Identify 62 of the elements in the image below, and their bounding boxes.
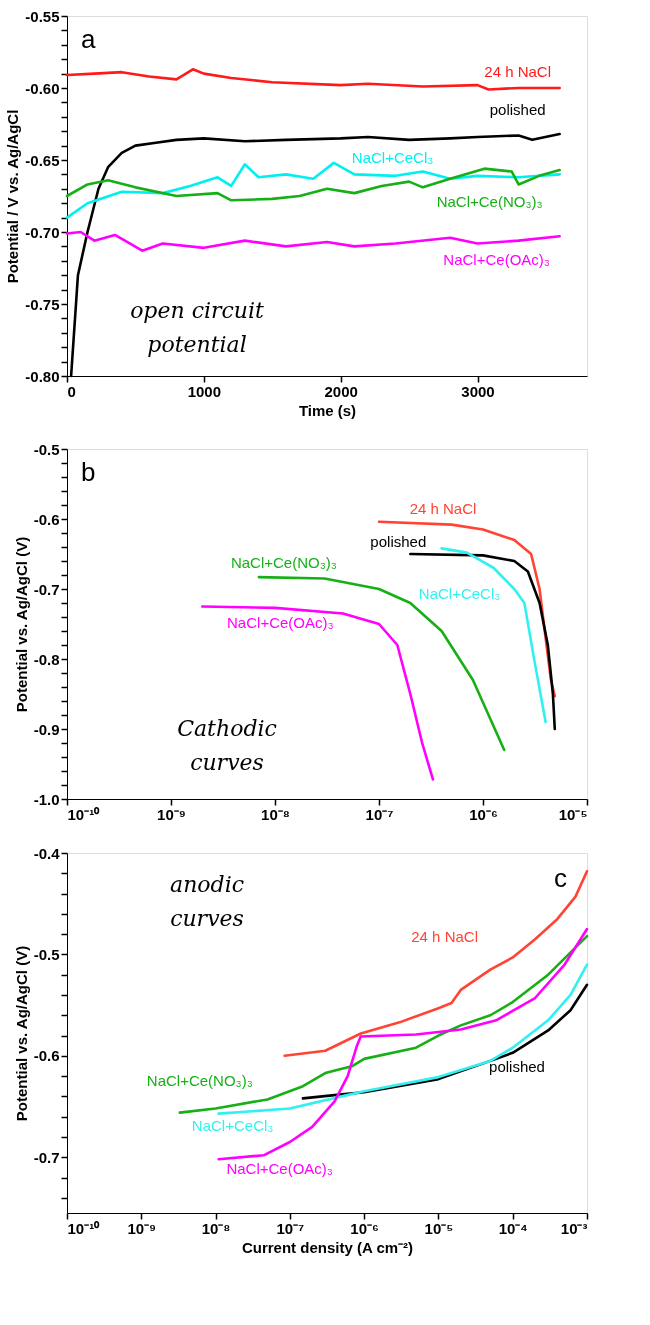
y-axis-title: Potential vs. Ag/AgCl (V)	[12, 945, 30, 1122]
x-tick-label: 2000	[324, 382, 358, 400]
line-series	[65, 230, 561, 253]
series-label: NaCl+Ce(NO₃)₃	[230, 554, 337, 572]
y-tick-label: -0.4	[33, 844, 61, 862]
x-axis-title: Time (s)	[298, 401, 357, 419]
y-tick-label: -0.6	[33, 510, 60, 528]
x-tick-label: 10⁻⁶	[350, 1219, 379, 1237]
y-tick-label: -0.8	[33, 650, 60, 668]
series-label: NaCl+Ce(OAc)₃	[443, 251, 550, 269]
x-tick-label: 10⁻¹⁰	[67, 1219, 101, 1237]
x-tick-label: 10⁻⁹	[127, 1219, 157, 1237]
series-label: 24 h NaCl	[484, 63, 551, 80]
series-label: NaCl+Ce(NO₃)₃	[436, 193, 543, 211]
annotation: a	[81, 24, 96, 54]
x-tick-label: 10⁻⁴	[498, 1219, 528, 1237]
y-tick-label: -0.75	[25, 295, 60, 313]
y-tick-label: -0.65	[25, 151, 60, 169]
series-label: NaCl+CeCl₃	[351, 149, 434, 167]
y-axis-title: Potential vs. Ag/AgCl (V)	[12, 536, 30, 713]
x-tick-label: 10⁻⁹	[157, 805, 186, 823]
annotation: Cathodic curves	[177, 716, 277, 775]
annotation: b	[81, 457, 96, 487]
annotation: anodic curves	[170, 872, 244, 931]
x-tick-label: 10⁻³	[560, 1219, 588, 1237]
x-tick-label: 10⁻⁷	[365, 805, 394, 823]
x-tick-label: 1000	[187, 382, 222, 400]
series-label: NaCl+Ce(OAc)₃	[226, 1160, 333, 1178]
x-tick-label: 10⁻⁷	[276, 1219, 305, 1237]
x-tick-label: 10⁻⁵	[424, 1219, 454, 1237]
annotation: c	[554, 863, 567, 893]
x-tick-label: 10⁻⁸	[261, 805, 290, 823]
x-tick-label: 10⁻⁶	[469, 805, 498, 823]
annotation: open circuit potential	[130, 298, 265, 357]
series-label: NaCl+Ce(OAc)₃	[227, 613, 334, 631]
series-label: NaCl+Ce(NO₃)₃	[146, 1071, 253, 1089]
x-axis-title: Current density (A cm⁻²)	[241, 1238, 414, 1256]
x-tick-label: 10⁻⁵	[558, 805, 588, 823]
series-label: 24 h NaCl	[411, 927, 478, 945]
y-tick-label: -0.9	[33, 720, 60, 738]
y-tick-label: -0.55	[25, 7, 60, 25]
x-tick-label: 10⁻¹⁰	[67, 805, 101, 823]
y-tick-label: -0.70	[25, 223, 60, 241]
x-tick-label: 0	[67, 382, 76, 400]
series-label: 24 h NaCl	[409, 499, 477, 517]
y-axis-title: Potential / V vs. Ag/AgCl	[4, 109, 22, 284]
series-label: polished	[489, 1057, 545, 1075]
x-tick-label: 10⁻⁸	[201, 1219, 231, 1237]
y-tick-label: -0.7	[33, 580, 60, 598]
y-tick-label: -0.5	[33, 945, 60, 963]
series-label: polished	[370, 533, 427, 550]
line-series	[65, 67, 561, 91]
y-tick-label: -0.5	[33, 440, 60, 458]
series-label: polished	[489, 101, 546, 119]
y-tick-label: -0.7	[33, 1148, 60, 1166]
y-tick-label: -0.60	[25, 79, 60, 97]
x-tick-label: 3000	[461, 382, 495, 400]
series-label: NaCl+CeCl₃	[418, 585, 501, 603]
series-label: NaCl+CeCl₃	[191, 1116, 274, 1134]
y-tick-label: -1.0	[33, 790, 60, 808]
y-tick-label: -0.6	[33, 1047, 60, 1065]
y-tick-label: -0.80	[25, 367, 60, 385]
